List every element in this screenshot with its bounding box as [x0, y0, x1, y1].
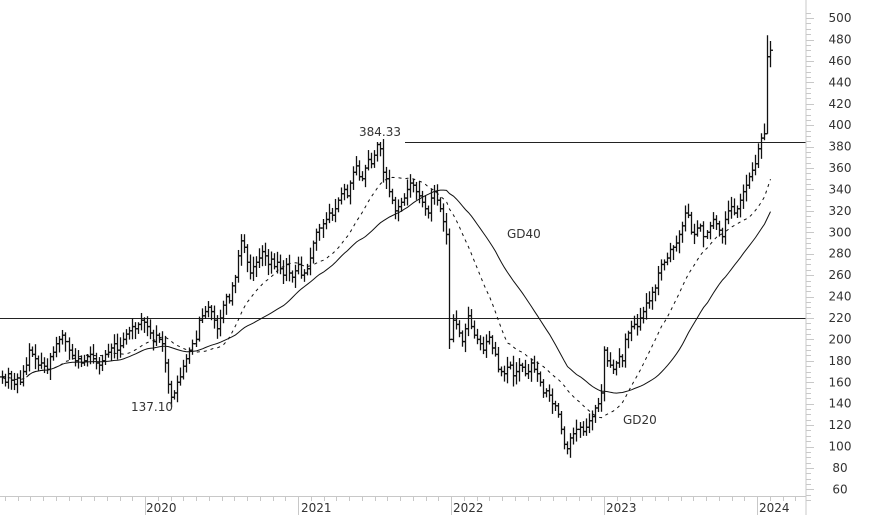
x-tick-label: 2022 [453, 501, 484, 515]
y-tick-label: 440 [829, 75, 852, 89]
y-tick-label: 60 [832, 482, 847, 496]
x-tick-label: 2021 [301, 501, 332, 515]
y-tick-label: 500 [829, 11, 852, 25]
x-tick-label: 2024 [759, 501, 790, 515]
y-tick-label: 280 [829, 247, 852, 261]
y-tick-label: 200 [829, 332, 852, 346]
y-tick-label: 180 [829, 354, 852, 368]
x-tick-label: 2023 [606, 501, 637, 515]
annotation-high-label: 384.33 [359, 125, 401, 139]
y-tick-label: 160 [829, 375, 852, 389]
y-tick-label: 140 [829, 397, 852, 411]
y-tick-label: 360 [829, 161, 852, 175]
y-tick-label: 100 [829, 440, 852, 454]
x-axis: 2020 2021 2022 2023 2024 [0, 496, 806, 515]
horizontal-reference-lines [0, 142, 806, 319]
annotation-gd40-label: GD40 [507, 227, 541, 241]
y-tick-label: 300 [829, 225, 852, 239]
y-tick-label: 340 [829, 182, 852, 196]
y-tick-label: 80 [832, 461, 847, 475]
x-tick-label: 2020 [146, 501, 177, 515]
y-tick-label: 240 [829, 290, 852, 304]
y-axis: 500 480 460 440 420 400 380 360 340 320 300 280 260 2… [805, 0, 852, 515]
y-tick-label: 260 [829, 268, 852, 282]
y-tick-label: 220 [829, 311, 852, 325]
ohlc-price-bars [0, 35, 773, 458]
y-tick-label: 480 [829, 33, 852, 47]
y-tick-label: 120 [829, 418, 852, 432]
y-tick-label: 460 [829, 54, 852, 68]
y-tick-label: 380 [829, 140, 852, 154]
y-tick-label: 420 [829, 97, 852, 111]
y-tick-label: 400 [829, 118, 852, 132]
annotation-gd20-label: GD20 [623, 413, 657, 427]
annotation-low-label: 137.10 [131, 400, 173, 414]
y-tick-label: 320 [829, 204, 852, 218]
